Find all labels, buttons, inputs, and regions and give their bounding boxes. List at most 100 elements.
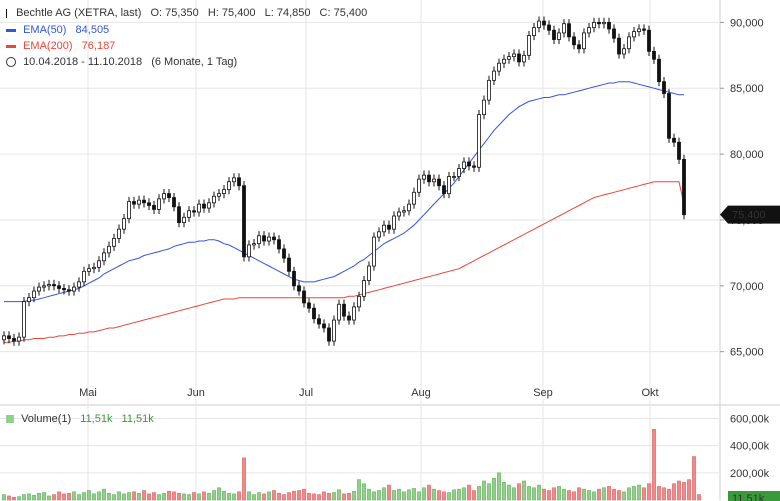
ema50-line bbox=[4, 81, 684, 303]
candle-body bbox=[322, 323, 326, 329]
candle-body bbox=[467, 161, 471, 167]
candle-body bbox=[142, 199, 146, 204]
volume-bar bbox=[527, 486, 531, 501]
ema200-swatch-icon bbox=[6, 44, 16, 48]
ema200-value: 76,187 bbox=[81, 40, 116, 52]
volume-bar bbox=[232, 493, 236, 501]
candle-body bbox=[557, 32, 561, 40]
candle-body bbox=[97, 260, 101, 268]
candle-body bbox=[457, 168, 461, 177]
volume-bar bbox=[242, 457, 246, 501]
candle-body bbox=[382, 224, 386, 233]
volume-bar bbox=[572, 491, 576, 501]
volume-bar bbox=[612, 488, 616, 501]
price-tick-label: 85,000 bbox=[730, 83, 764, 95]
candle-body bbox=[197, 203, 201, 213]
candle-body bbox=[452, 176, 456, 178]
price-tick-label: 65,000 bbox=[730, 347, 764, 359]
volume-bar bbox=[657, 486, 661, 501]
candle-body bbox=[172, 197, 176, 208]
candle-body bbox=[632, 31, 636, 38]
volume-legend[interactable]: Volume(1) 11,51k 11,51k bbox=[6, 412, 154, 426]
volume-bar bbox=[322, 491, 326, 501]
volume-bar bbox=[367, 488, 371, 501]
volume-bar bbox=[467, 484, 471, 501]
candle-body bbox=[57, 285, 61, 289]
volume-bar bbox=[272, 490, 276, 501]
ema200-legend[interactable]: EMA(200) 76,187 bbox=[6, 39, 115, 53]
volume-bar bbox=[237, 491, 241, 501]
candle-body bbox=[542, 20, 546, 26]
volume-bar bbox=[87, 490, 91, 501]
volume-bar bbox=[82, 492, 86, 501]
candle-body bbox=[37, 286, 41, 292]
price-tick-label: 70,000 bbox=[730, 281, 764, 293]
volume-bar bbox=[547, 490, 551, 501]
ohlc-header: Bechtle AG (XETRA, last) O: 75,350 H: 75… bbox=[6, 6, 367, 20]
volume-bar bbox=[12, 497, 16, 501]
volume-bar bbox=[182, 493, 186, 501]
candle-body bbox=[537, 20, 541, 29]
volume-bar bbox=[297, 490, 301, 501]
ema50-legend[interactable]: EMA(50) 84,505 bbox=[6, 23, 109, 37]
candle-body bbox=[257, 235, 261, 245]
month-label: Aug bbox=[411, 387, 431, 399]
candle-body bbox=[42, 285, 46, 288]
open-value: O: 75,350 bbox=[150, 7, 199, 19]
high-value: H: 75,400 bbox=[207, 7, 256, 19]
volume-bar bbox=[417, 491, 421, 501]
candle-body bbox=[297, 285, 301, 292]
candle-body bbox=[17, 336, 21, 342]
price-candles bbox=[2, 16, 686, 346]
volume-bar bbox=[162, 492, 166, 501]
candle-body bbox=[157, 198, 161, 210]
volume-bar bbox=[127, 492, 131, 501]
volume-bar bbox=[437, 490, 441, 501]
volume-bar bbox=[177, 492, 181, 501]
candle-body bbox=[362, 280, 366, 297]
volume-bar bbox=[677, 480, 681, 501]
volume-bar bbox=[32, 494, 36, 501]
candle-body bbox=[192, 210, 196, 213]
candle-body bbox=[442, 185, 446, 195]
volume-tick-label: 400,00k bbox=[730, 441, 770, 453]
volume-bar bbox=[537, 484, 541, 501]
candle-body bbox=[302, 290, 306, 304]
candle-body bbox=[402, 210, 406, 213]
candle-body bbox=[67, 289, 71, 292]
volume-bar bbox=[152, 492, 156, 501]
volume-bar bbox=[202, 491, 206, 501]
candle-body bbox=[652, 50, 656, 60]
volume-bar bbox=[397, 488, 401, 501]
candle-body bbox=[587, 27, 591, 34]
candle-body bbox=[577, 44, 581, 50]
volume-bar bbox=[347, 492, 351, 501]
volume-bar bbox=[292, 490, 296, 501]
volume-bar bbox=[7, 495, 11, 501]
candle-body bbox=[117, 228, 121, 239]
volume-bar bbox=[562, 488, 566, 501]
volume-bar bbox=[667, 488, 671, 501]
volume-axis: 600,00k 400,00k 200,00k 11,51k bbox=[728, 413, 780, 501]
volume-bar bbox=[372, 491, 376, 501]
volume-bar bbox=[27, 493, 31, 501]
volume-bar bbox=[312, 493, 316, 501]
volume-bar bbox=[77, 494, 81, 501]
volume-value-a: 11,51k bbox=[80, 413, 113, 425]
close-value: C: 75,400 bbox=[319, 7, 368, 19]
volume-bar bbox=[167, 490, 171, 501]
volume-bar bbox=[327, 492, 331, 501]
volume-bar bbox=[447, 492, 451, 501]
volume-bar bbox=[652, 429, 656, 501]
volume-bar bbox=[252, 494, 256, 501]
ema50-swatch-icon bbox=[6, 28, 16, 32]
candle-body bbox=[527, 35, 531, 56]
volume-bar bbox=[692, 456, 696, 501]
candle-body bbox=[597, 21, 601, 25]
volume-bar bbox=[647, 483, 651, 501]
candle-body bbox=[247, 244, 251, 258]
volume-bar bbox=[457, 488, 461, 501]
volume-bar bbox=[22, 494, 26, 501]
candle-body bbox=[137, 199, 141, 205]
